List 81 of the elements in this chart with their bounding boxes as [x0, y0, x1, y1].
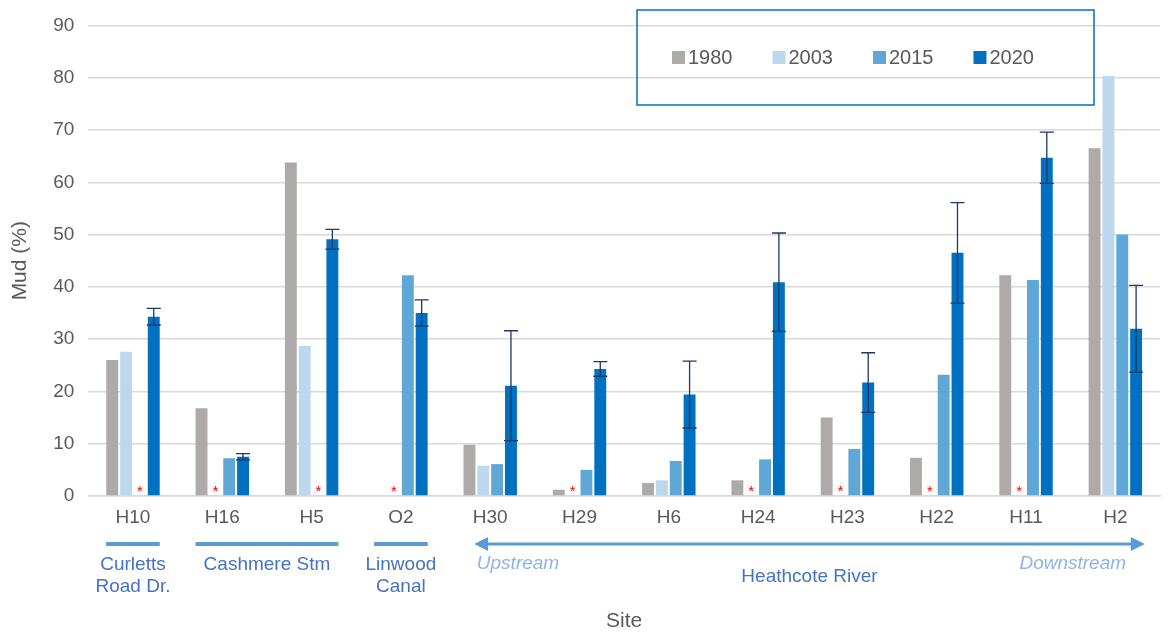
bar: [655, 480, 668, 496]
bar: [505, 385, 517, 496]
bar: [1027, 280, 1039, 496]
y-tick-label: 70: [53, 118, 75, 140]
bar: [683, 394, 696, 496]
x-tick-label: H6: [656, 505, 681, 527]
bar: [759, 459, 771, 496]
annotation: *: [391, 482, 398, 500]
annotation: *: [315, 482, 322, 500]
annotation: *: [212, 482, 219, 500]
bar: [298, 345, 311, 496]
bar: [999, 275, 1012, 496]
bar: [237, 456, 250, 496]
bar: [669, 460, 682, 496]
y-tick-label: 90: [53, 13, 75, 35]
bar: [463, 444, 476, 496]
bar: [477, 465, 490, 496]
bar: [1130, 328, 1143, 496]
bar: [326, 239, 339, 496]
x-tick-label: H29: [562, 505, 597, 527]
x-tick-label: H10: [115, 505, 151, 527]
bar: [580, 469, 593, 496]
annotation: *: [837, 482, 844, 500]
bar: [1102, 76, 1115, 496]
bar: [731, 480, 744, 496]
bar: [951, 252, 964, 496]
bar: [401, 275, 414, 496]
y-tick-label: 60: [53, 170, 75, 192]
bar: [820, 417, 833, 496]
annotation: *: [748, 482, 755, 500]
bar: [1040, 157, 1053, 496]
annotation: *: [569, 482, 576, 500]
x-tick-label: H30: [472, 505, 508, 527]
bar: [284, 162, 297, 496]
bar: [120, 351, 133, 496]
y-tick-label: 40: [53, 275, 75, 297]
x-axis-title: Site: [606, 608, 643, 632]
bar: [642, 482, 655, 496]
legend-label: 1980: [688, 45, 733, 68]
y-tick-label: 30: [53, 327, 75, 349]
text: Curletts Road Dr.: [95, 553, 171, 597]
bar: [106, 360, 119, 496]
text: Linwood Canal: [365, 553, 437, 597]
bar: [415, 312, 428, 496]
bar: [1088, 148, 1101, 496]
bar: [937, 374, 950, 496]
x-tick-label: H2: [1103, 505, 1128, 527]
legend-label: 2003: [788, 45, 833, 68]
annotation: *: [1016, 482, 1023, 500]
y-tick-label: 0: [63, 484, 75, 506]
bar: [772, 282, 785, 496]
y-axis-title: Mud (%): [7, 221, 31, 301]
bar: [594, 368, 607, 496]
bar: [223, 458, 236, 496]
x-tick-label: H5: [299, 505, 324, 527]
y-tick-label: 80: [53, 65, 75, 87]
legend-label: 2015: [888, 45, 934, 68]
text: Downstream: [1019, 552, 1127, 574]
text: Heathcote River: [741, 565, 879, 587]
bar: [491, 464, 504, 496]
y-tick-label: 50: [53, 222, 75, 244]
bar: [910, 457, 922, 496]
x-tick-label: H16: [204, 505, 240, 527]
annotation: *: [136, 482, 143, 500]
bar: [848, 448, 861, 496]
x-tick-label: O2: [388, 505, 414, 527]
bar: [147, 316, 160, 496]
annotation: *: [926, 482, 933, 500]
bar: [195, 408, 208, 496]
x-tick-label: H23: [830, 505, 865, 527]
bar: [862, 382, 875, 496]
legend-label: 2020: [989, 45, 1034, 68]
x-tick-label: H11: [1009, 505, 1043, 527]
y-tick-label: 10: [53, 431, 75, 453]
bar: [1116, 234, 1129, 496]
text: Cashmere Stm: [203, 553, 331, 575]
y-tick-label: 20: [53, 379, 75, 401]
x-tick-label: H24: [740, 505, 776, 527]
text: Upstream: [476, 552, 560, 574]
x-tick-label: H22: [919, 505, 955, 527]
bar: [552, 489, 565, 496]
